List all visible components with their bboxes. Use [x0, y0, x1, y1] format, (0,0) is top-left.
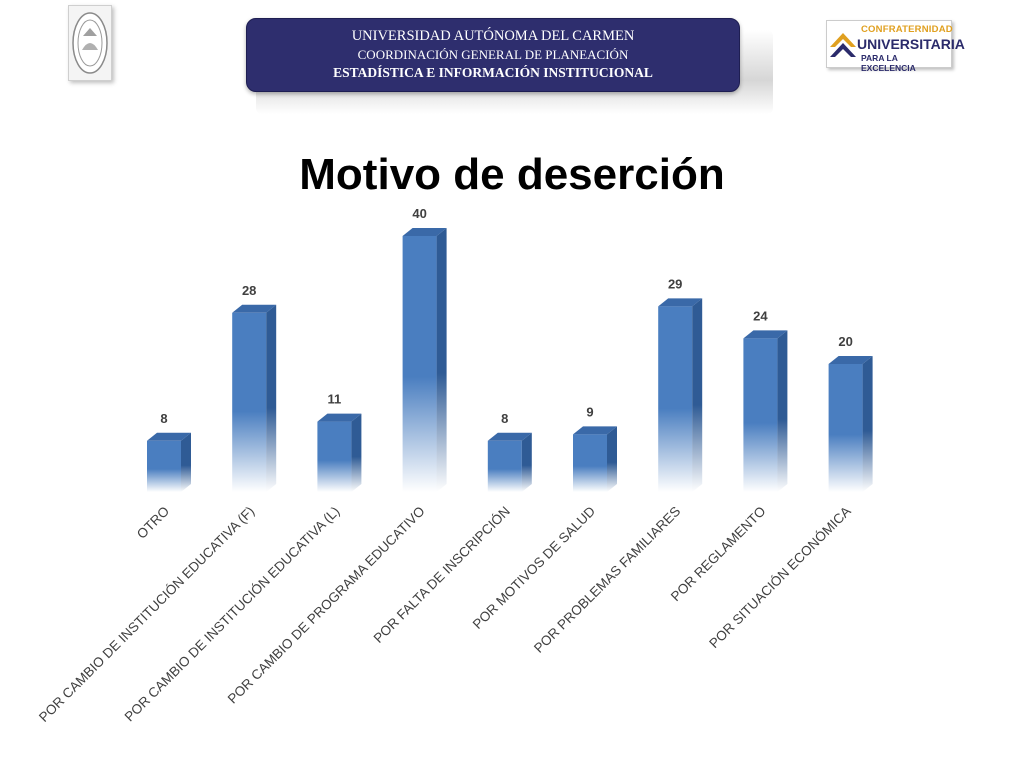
bar-side	[436, 228, 447, 492]
bar-side	[521, 432, 532, 492]
data-label: 8	[160, 411, 167, 426]
category-tick-label: POR REGLAMENTO	[668, 504, 769, 605]
bar-side	[266, 304, 277, 492]
data-label: 40	[412, 206, 426, 221]
data-label: 28	[242, 283, 256, 298]
bar-side	[607, 426, 617, 492]
category-tick-label: OTRO	[134, 504, 172, 542]
bar-front	[573, 434, 607, 492]
category-tick-label: POR PROBLEMAS FAMILIARES	[531, 504, 683, 656]
header-line-2: COORDINACIÓN GENERAL DE PLANEACIÓN	[357, 47, 629, 62]
bar-cap	[828, 356, 873, 364]
bar-4	[402, 228, 447, 492]
header-banner: UNIVERSIDAD AUTÓNOMA DEL CARMEN COORDINA…	[246, 18, 740, 92]
logo-line-2: UNIVERSITARIA	[857, 36, 965, 52]
data-label: 8	[501, 411, 508, 426]
bar-cap	[402, 228, 447, 236]
header-line-1: UNIVERSIDAD AUTÓNOMA DEL CARMEN	[351, 28, 635, 44]
bar-cap	[743, 330, 788, 339]
header-line-3: ESTADÍSTICA E INFORMACIÓN INSTITUCIONAL	[333, 65, 653, 80]
data-label: 24	[753, 308, 768, 323]
bar-2	[232, 304, 277, 492]
bar-side	[692, 298, 703, 492]
bar-side	[181, 432, 191, 492]
bar-front	[317, 421, 352, 492]
confraternidad-logo: CONFRATERNIDAD UNIVERSITARIA PARA LA EXC…	[826, 20, 965, 73]
logo-line-3: PARA LA EXCELENCIA	[861, 53, 916, 73]
bar-8	[743, 330, 788, 492]
bar-cap	[147, 432, 191, 441]
data-label: 9	[586, 404, 593, 419]
category-tick-label: POR SITUACIÓN ECONÓMICA	[706, 504, 853, 651]
bar-front	[402, 236, 437, 492]
bar-1	[147, 432, 191, 492]
university-seal-logo	[68, 5, 112, 81]
bar-7	[658, 298, 703, 492]
bar-front	[487, 440, 522, 492]
bar-side	[351, 413, 362, 492]
bar-front	[232, 312, 267, 492]
data-label: 11	[328, 392, 342, 407]
chart-title: Motivo de deserción	[299, 150, 725, 199]
category-tick-label: POR FALTA DE INSCRIPCIÓN	[371, 504, 513, 646]
bar-front	[658, 306, 693, 492]
bar-front	[147, 440, 181, 492]
chevron-logo-icon	[830, 33, 856, 57]
bar-side	[862, 356, 873, 492]
logo-line-1: CONFRATERNIDAD	[861, 24, 953, 35]
bar-9	[828, 356, 873, 492]
bar-cap	[658, 298, 703, 307]
bar-6	[573, 426, 617, 492]
bar-side	[777, 330, 788, 492]
bar-cap	[232, 304, 277, 313]
bar-3	[317, 413, 362, 492]
data-label: 29	[668, 276, 682, 291]
bar-front	[828, 364, 863, 492]
bar-cap	[487, 432, 532, 441]
bar-front	[743, 338, 778, 492]
bar-cap	[317, 413, 362, 422]
data-label: 20	[838, 334, 852, 349]
bar-cap	[573, 426, 617, 435]
category-tick-label: POR CAMBIO DE PROGRAMA EDUCATIVO	[225, 504, 428, 707]
bar-5	[487, 432, 532, 492]
